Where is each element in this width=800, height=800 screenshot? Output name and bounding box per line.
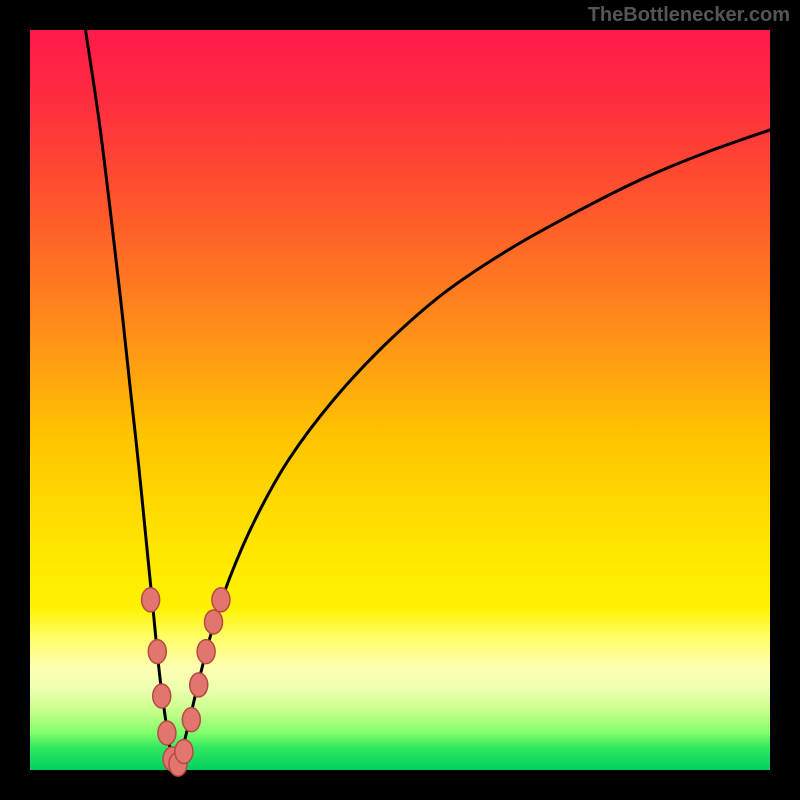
data-marker — [153, 684, 171, 708]
data-marker — [212, 588, 230, 612]
data-marker — [142, 588, 160, 612]
data-marker — [182, 708, 200, 732]
bottleneck-curve-chart — [0, 0, 800, 800]
data-marker — [190, 673, 208, 697]
data-marker — [205, 610, 223, 634]
chart-container: TheBottlenecker.com — [0, 0, 800, 800]
data-marker — [175, 740, 193, 764]
data-marker — [148, 640, 166, 664]
plot-background — [30, 30, 770, 770]
watermark-text: TheBottlenecker.com — [588, 4, 790, 27]
data-marker — [158, 721, 176, 745]
data-marker — [197, 640, 215, 664]
